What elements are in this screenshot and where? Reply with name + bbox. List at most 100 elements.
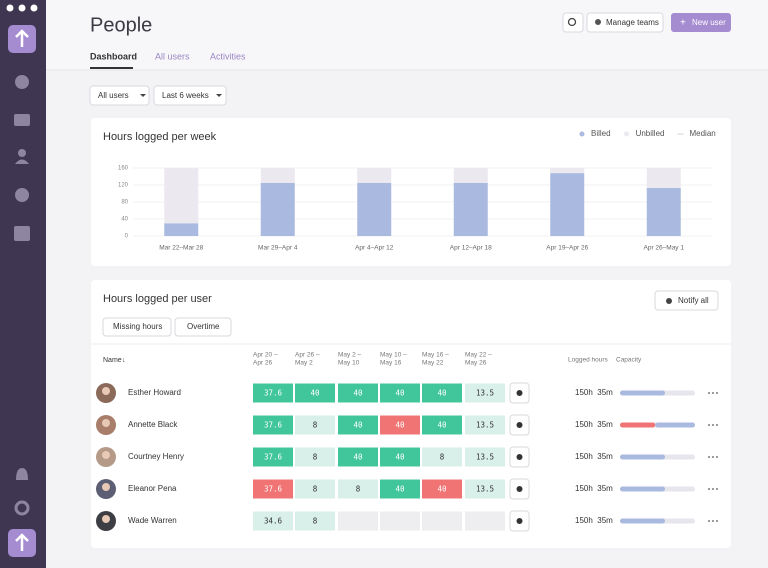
hours-cell[interactable] [380, 383, 420, 403]
column-header: Logged hours [568, 357, 609, 364]
hours-cell[interactable] [422, 511, 462, 531]
more-menu-dot[interactable] [716, 488, 718, 490]
more-menu-dot[interactable] [708, 424, 710, 426]
hours-cell[interactable] [253, 383, 293, 403]
new-user-button[interactable] [671, 13, 731, 32]
toggle-button[interactable] [174, 317, 232, 337]
toggle-button[interactable] [102, 317, 172, 337]
more-menu-dot[interactable] [712, 520, 714, 522]
logo-arrow [15, 29, 29, 47]
clock-icon[interactable] [15, 75, 29, 89]
hours-cell[interactable] [295, 415, 335, 435]
hours-cell[interactable] [465, 447, 505, 467]
hours-value: 40 [395, 453, 405, 462]
hours-cell[interactable] [380, 447, 420, 467]
hours-value: 8 [313, 421, 318, 430]
more-menu-dot[interactable] [716, 520, 718, 522]
hours-cell[interactable] [465, 383, 505, 403]
avatar-face [102, 387, 110, 395]
hours-cell[interactable] [253, 415, 293, 435]
capacity-bar [620, 422, 656, 428]
avatar-face [102, 451, 110, 459]
notify-all-button[interactable] [654, 290, 719, 311]
week-header: May 26 [465, 360, 487, 367]
calendar-icon[interactable] [14, 226, 30, 241]
user-name[interactable]: Esther Howard [128, 388, 181, 397]
more-menu-dot[interactable] [708, 520, 710, 522]
tab[interactable]: Dashboard [90, 51, 137, 61]
hours-value: 40 [437, 421, 447, 430]
user-icon[interactable] [18, 149, 26, 157]
legend-label[interactable]: Median [689, 129, 715, 138]
filter-dropdown[interactable] [89, 85, 150, 106]
hours-cell[interactable] [253, 479, 293, 499]
hours-cell[interactable] [253, 447, 293, 467]
hours-value: 8 [356, 485, 361, 494]
more-menu-dot[interactable] [712, 488, 714, 490]
hours-cell[interactable] [465, 479, 505, 499]
week-header: May 22 [422, 360, 444, 367]
user-name[interactable]: Annette Black [128, 420, 178, 429]
hours-cell[interactable] [380, 511, 420, 531]
search-button[interactable] [562, 12, 584, 33]
hours-cell[interactable] [422, 479, 462, 499]
y-tick-label: 120 [118, 183, 129, 189]
tab[interactable]: All users [155, 51, 190, 61]
table-title: Hours logged per user [103, 293, 212, 305]
legend-label[interactable]: Billed [591, 129, 611, 138]
filter-label: All users [98, 91, 129, 100]
more-menu-dot[interactable] [712, 424, 714, 426]
bar-segment [453, 168, 488, 183]
hours-cell[interactable] [422, 415, 462, 435]
hours-cell[interactable] [422, 447, 462, 467]
hours-cell[interactable] [338, 383, 378, 403]
hours-cell[interactable] [380, 415, 420, 435]
user-name[interactable]: Wade Warren [128, 516, 177, 525]
more-menu-dot[interactable] [712, 392, 714, 394]
hours-cell[interactable] [338, 479, 378, 499]
hours-cell[interactable] [295, 479, 335, 499]
hours-cell[interactable] [338, 511, 378, 531]
more-menu-dot[interactable] [716, 424, 718, 426]
filter-dropdown[interactable] [153, 85, 227, 106]
hours-cell[interactable] [422, 383, 462, 403]
more-menu-dot[interactable] [708, 488, 710, 490]
alarm-icon [516, 390, 523, 396]
hours-cell[interactable] [338, 447, 378, 467]
user-name[interactable]: Courtney Henry [128, 452, 184, 461]
pie-icon[interactable] [15, 188, 29, 202]
more-menu-dot[interactable] [716, 392, 718, 394]
manage-teams-button[interactable] [586, 12, 664, 33]
hours-value: 13.5 [476, 389, 494, 398]
settings-icon[interactable] [14, 500, 30, 516]
week-header: May 10 [338, 360, 360, 367]
hours-value: 40 [395, 485, 405, 494]
briefcase-icon[interactable] [14, 114, 30, 126]
hours-cell[interactable] [465, 511, 505, 531]
hours-cell[interactable] [465, 415, 505, 435]
legend-label[interactable]: Unbilled [636, 129, 665, 138]
hours-value: 40 [310, 389, 320, 398]
hours-cell[interactable] [338, 415, 378, 435]
x-tick-label: Apr 4–Apr 12 [355, 245, 394, 252]
hours-cell[interactable] [295, 511, 335, 531]
user-name[interactable]: Eleanor Pena [128, 484, 177, 493]
more-menu-dot[interactable] [708, 456, 710, 458]
y-tick-label: 40 [121, 217, 128, 223]
window-dot [30, 4, 38, 12]
hours-value: 40 [353, 421, 363, 430]
hours-cell[interactable] [295, 447, 335, 467]
window-dot [6, 4, 14, 12]
more-menu-dot[interactable] [708, 392, 710, 394]
week-header: May 2 [295, 360, 313, 367]
hours-cell[interactable] [295, 383, 335, 403]
hours-cell[interactable] [380, 479, 420, 499]
hours-cell[interactable] [253, 511, 293, 531]
hours-value: 13.5 [476, 485, 494, 494]
tab[interactable]: Activities [210, 51, 246, 61]
bell-icon[interactable] [16, 468, 28, 480]
more-menu-dot[interactable] [712, 456, 714, 458]
more-menu-dot[interactable] [716, 456, 718, 458]
column-header[interactable]: Name [103, 357, 122, 364]
bar-segment [357, 168, 392, 183]
